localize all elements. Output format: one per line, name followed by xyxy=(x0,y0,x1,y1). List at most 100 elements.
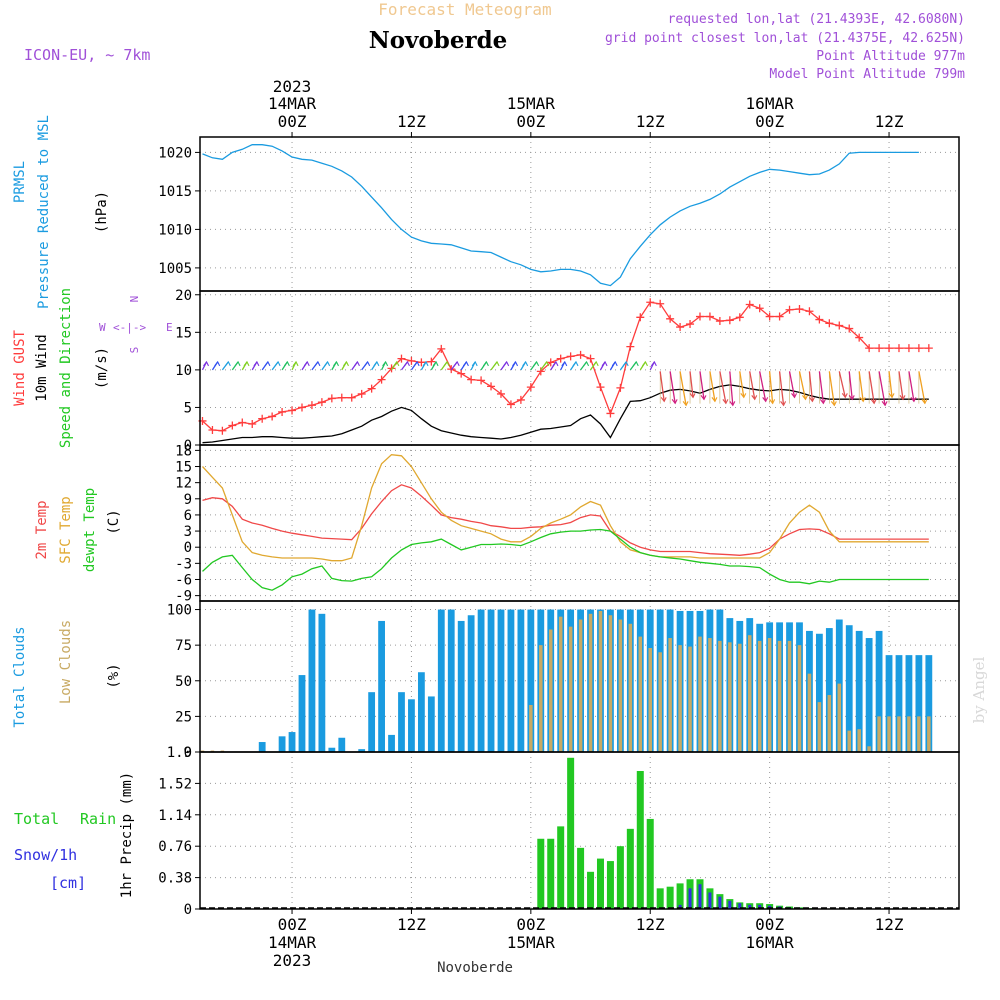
gust-marker xyxy=(666,314,675,323)
cloud-bar xyxy=(708,638,712,752)
gust-marker xyxy=(765,312,774,321)
wind-arrow xyxy=(659,371,665,402)
gust-marker xyxy=(686,320,695,329)
y-tick-label: 15 xyxy=(175,460,192,476)
y-tick-label: 1.9 xyxy=(167,745,192,761)
cloud-bar xyxy=(288,732,296,752)
cloud-bar xyxy=(877,716,881,752)
temp-line-1 xyxy=(202,454,929,562)
gust-marker xyxy=(894,344,903,353)
gust-marker xyxy=(845,324,854,333)
top-date-label: 16MAR xyxy=(746,94,795,113)
wind-arrow-head xyxy=(224,360,231,367)
top-hour-label: 12Z xyxy=(636,112,665,131)
wind-arrow xyxy=(759,371,767,402)
cloud-bar xyxy=(825,628,833,752)
wind-arrow xyxy=(798,371,807,400)
wind-arrow xyxy=(918,371,926,404)
gust-marker xyxy=(487,382,496,391)
gust-marker xyxy=(904,344,913,353)
gust-marker xyxy=(695,312,704,321)
temp-unit: (C) xyxy=(106,509,122,534)
cloud-bar xyxy=(787,640,792,752)
gust-marker xyxy=(258,414,267,423)
wind-arrow-head xyxy=(632,360,639,367)
cloud-bar xyxy=(427,696,435,752)
gust-marker xyxy=(228,421,237,430)
wind-arrow-head xyxy=(802,395,808,401)
cloud-bar xyxy=(398,692,405,752)
cloud-bar xyxy=(658,652,662,752)
wind-arrow-head xyxy=(462,360,469,367)
precip-bar xyxy=(718,896,722,909)
wind-arrow-head xyxy=(762,397,769,403)
wind-arrow-head xyxy=(881,401,888,407)
wind-arrow-head xyxy=(404,360,410,367)
gust-marker xyxy=(865,344,874,353)
wind-arrow xyxy=(749,371,756,400)
y-tick-label: 12 xyxy=(175,476,192,492)
bottom-hour-label: 12Z xyxy=(397,915,426,934)
cloud-bar xyxy=(767,638,772,752)
closest-coords: grid point closest lon,lat (21.4375E, 42… xyxy=(605,31,965,46)
wind-arrow xyxy=(788,371,796,398)
gust-marker xyxy=(467,375,476,384)
cloud-bar xyxy=(298,675,306,752)
gust-marker xyxy=(327,394,336,403)
cloud-bar xyxy=(837,683,842,752)
gust-marker xyxy=(735,313,744,322)
gust-marker xyxy=(307,401,316,410)
wind-arrow-head xyxy=(274,360,281,367)
cloud-panel-labels: Total Clouds Low Clouds (%) xyxy=(12,620,122,728)
wind-arrow-head xyxy=(841,393,848,399)
cloud-bar xyxy=(738,643,742,752)
cloud-bar xyxy=(497,609,505,752)
model-label: ICON-EU, ~ 7km xyxy=(24,46,150,64)
precip-bar xyxy=(577,847,585,909)
gust-marker xyxy=(218,426,227,435)
rain-label: Total xyxy=(14,810,59,828)
wind-unit: (m/s) xyxy=(94,347,110,389)
top-hour-label: 00Z xyxy=(755,112,784,131)
wind-arrow-head xyxy=(343,360,349,367)
wind-arrow xyxy=(848,371,853,400)
wind-arrow-head xyxy=(689,393,696,399)
wind-arrow-head xyxy=(543,360,550,367)
pressure-label-b: Pressure Reduced to MSL xyxy=(36,115,52,309)
wind-arrow xyxy=(868,371,875,404)
wind-arrow-head xyxy=(888,393,895,399)
wind-arrow-head xyxy=(533,360,540,367)
precip-bar xyxy=(676,883,684,909)
gust-marker xyxy=(347,393,356,402)
wind-arrow-head xyxy=(859,397,866,403)
gust-marker xyxy=(725,316,734,325)
wind-arrow-head xyxy=(503,360,510,367)
cloud-bar xyxy=(308,609,316,752)
wind-arrow-head xyxy=(303,360,310,367)
cloud-bar xyxy=(608,615,613,752)
cloud-bar xyxy=(517,609,525,752)
compass-s: S xyxy=(128,347,141,354)
gust-marker xyxy=(586,354,595,363)
wind-arrow-head xyxy=(292,360,299,367)
wind-arrow-head xyxy=(899,395,906,401)
precip-bar xyxy=(626,828,634,909)
dew-label: dewpt Temp xyxy=(82,488,98,572)
gust-marker xyxy=(596,383,605,392)
gust-marker xyxy=(367,384,376,393)
wind-arrow-head xyxy=(283,360,290,367)
precip-bar xyxy=(698,884,702,909)
wind-arrow-head xyxy=(791,393,798,399)
gust-marker xyxy=(775,312,784,321)
wind-arrow-head xyxy=(910,397,917,403)
precip-panel-labels: Total Rain Snow/1h [cm] 1hr Precip (mm) xyxy=(14,772,135,898)
gust-marker xyxy=(556,354,565,363)
temp-line-2 xyxy=(202,528,929,591)
cloud-bar xyxy=(845,625,853,752)
gust-marker xyxy=(785,305,794,314)
gust-marker xyxy=(636,313,645,322)
wind-arrow-head xyxy=(830,401,837,407)
wind-arrow xyxy=(699,371,705,400)
cloud-bar xyxy=(638,636,643,752)
wind-arrow-head xyxy=(214,360,221,367)
